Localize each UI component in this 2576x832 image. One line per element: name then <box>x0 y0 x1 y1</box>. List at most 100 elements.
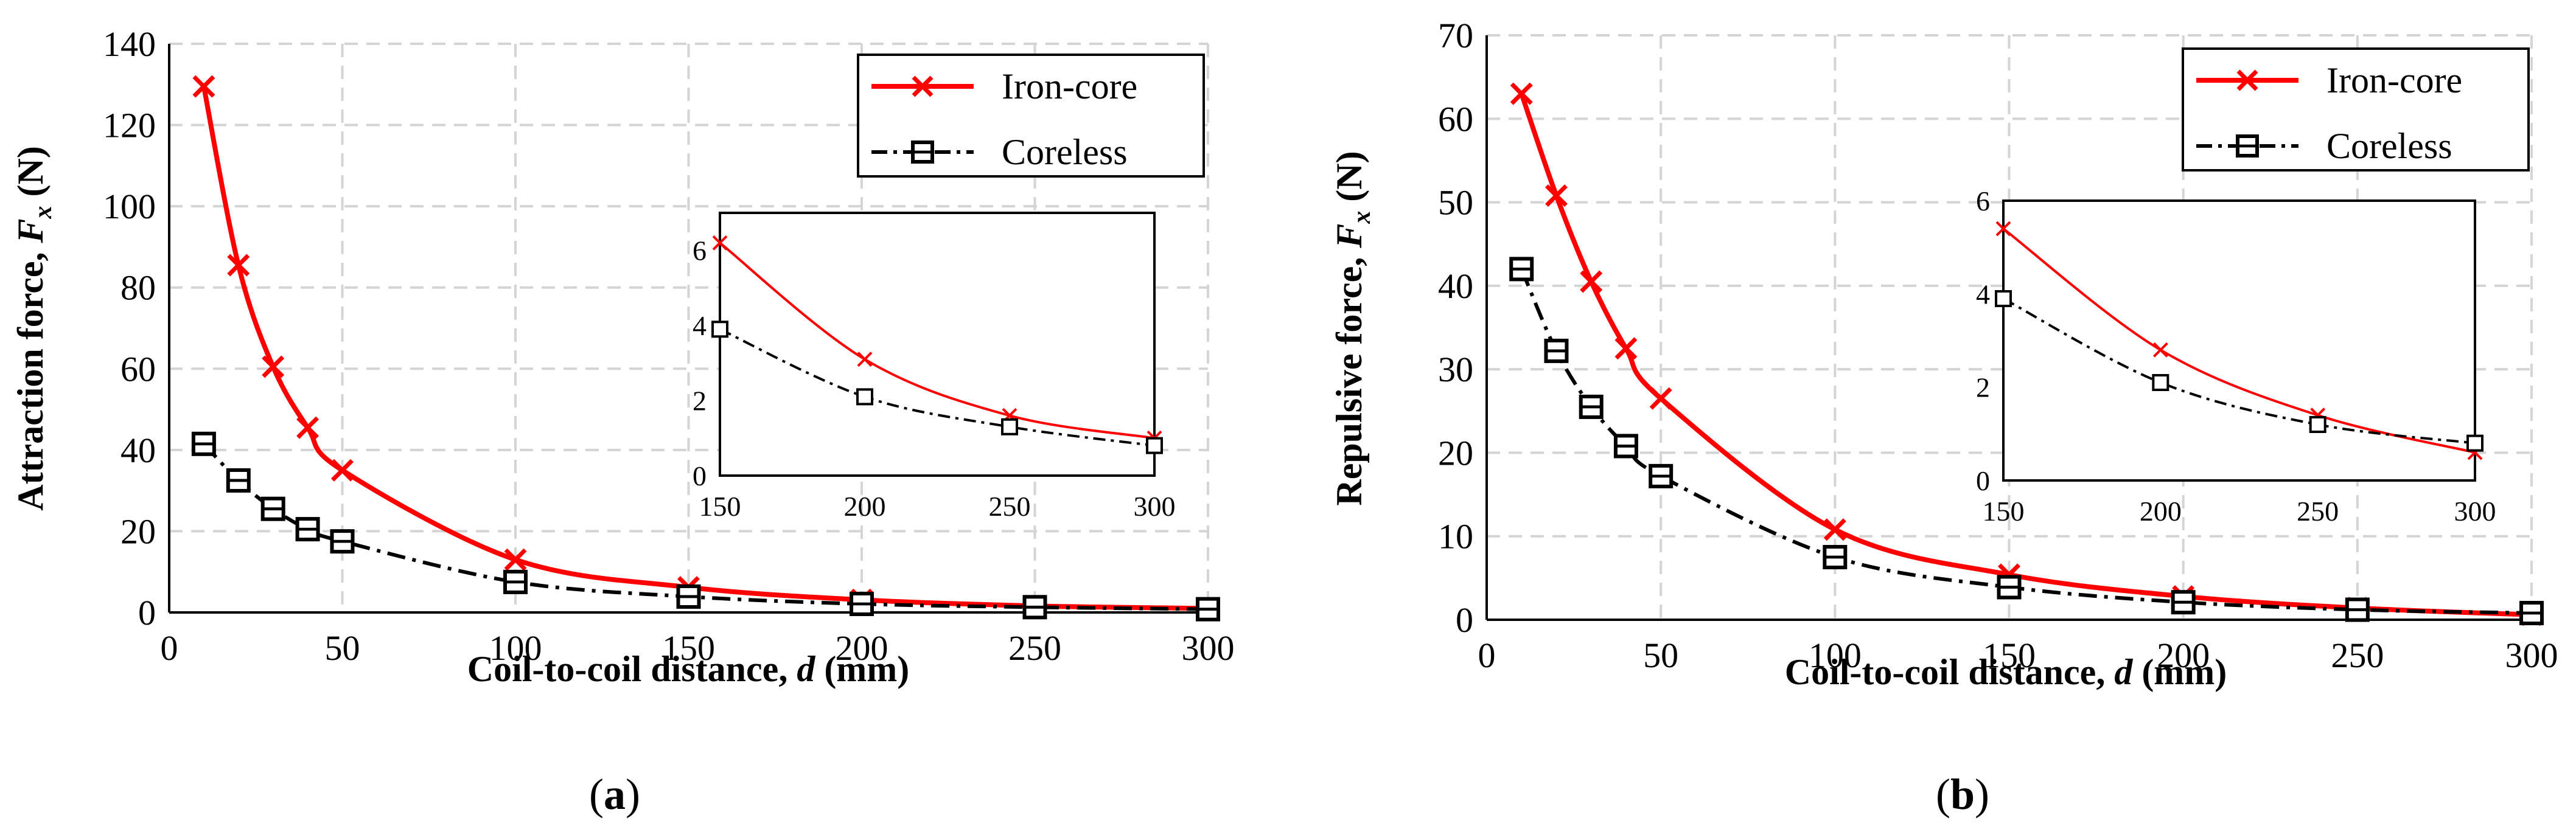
x-axis-title-unit: (mm) <box>815 649 909 689</box>
inset-y-tick-label: 0 <box>693 460 707 491</box>
y-axis-title-unit: (N) <box>10 146 51 206</box>
x-axis-title: Coil-to-coil distance, d (mm) <box>467 649 910 689</box>
inset-y-tick-label: 4 <box>693 310 707 341</box>
x-axis-title-var: d <box>797 649 815 689</box>
inset-x-tick-label: 250 <box>989 491 1031 522</box>
x-tick-label: 300 <box>1182 628 1235 668</box>
data-point-coreless <box>1823 545 1848 570</box>
data-point-iron-core <box>262 355 285 378</box>
y-tick-label: 40 <box>1438 266 1473 306</box>
data-point-iron-core <box>227 254 250 277</box>
chart-panel-b: 0 50 100 150 200 250 300010203040506070Iron-co… <box>1329 16 2558 819</box>
inset-frame <box>2002 199 2476 482</box>
data-point-coreless <box>260 496 285 521</box>
legend-label-iron-core: Iron-core <box>1002 66 1137 106</box>
inset-data-point-coreless <box>1995 290 2012 307</box>
data-point-iron-core <box>1823 518 1846 541</box>
inset-data-point-coreless <box>711 321 728 338</box>
y-axis-title-var: F <box>10 218 51 243</box>
y-axis-title: Repulsive force, Fx (N) <box>1329 151 1376 505</box>
legend-marker-coreless <box>2236 134 2259 158</box>
legend-marker-iron-core <box>912 75 934 97</box>
x-tick-label: 100 <box>1809 636 1862 675</box>
y-axis-title-sub: x <box>1348 211 1376 224</box>
x-tick-label: 0 <box>1478 636 1496 675</box>
data-point-coreless <box>2171 590 2196 615</box>
inset-data-point-iron-core <box>1995 221 2011 237</box>
y-tick-label: 10 <box>1438 517 1473 556</box>
x-tick-label: 100 <box>489 628 542 668</box>
data-point-coreless <box>503 569 528 594</box>
y-axis-title-prefix: Repulsive force, <box>1329 248 1369 506</box>
data-point-coreless <box>226 468 251 493</box>
panel-letter: a <box>604 770 626 819</box>
legend-label-coreless: Coreless <box>1002 132 1128 172</box>
inset-x-tick-label: 150 <box>699 491 741 522</box>
inset-data-point-coreless <box>1146 437 1163 454</box>
data-point-coreless <box>1544 338 1569 363</box>
data-point-iron-core <box>192 75 215 98</box>
x-axis-title-prefix: Coil-to-coil distance, <box>467 649 797 689</box>
data-point-iron-core <box>1510 82 1533 105</box>
series-line-coreless <box>1520 268 2532 615</box>
data-point-coreless <box>2345 597 2370 622</box>
legend-marker-coreless <box>911 140 934 164</box>
y-axis-title-prefix: Attraction force, <box>10 243 51 510</box>
inset-y-tick-label: 2 <box>1976 372 1990 403</box>
legend-label-iron-core: Iron-core <box>2326 60 2462 100</box>
panel-letter: b <box>1950 770 1975 819</box>
data-point-coreless <box>1997 575 2022 600</box>
inset-x-tick-label: 150 <box>1983 496 2025 527</box>
inset-series-line-coreless <box>2003 297 2476 445</box>
inset-y-tick-label: 6 <box>1976 185 1990 217</box>
x-tick-label: 200 <box>2157 636 2210 675</box>
y-tick-label: 60 <box>1438 99 1473 139</box>
x-tick-label: 250 <box>1008 628 1061 668</box>
legend-marker-iron-core <box>2236 69 2258 91</box>
data-point-iron-core <box>1580 270 1603 293</box>
y-tick-label: 20 <box>1438 433 1473 473</box>
data-point-coreless <box>1196 597 1220 622</box>
data-point-iron-core <box>1649 387 1672 410</box>
data-point-coreless <box>191 431 216 456</box>
inset-data-point-iron-core <box>857 352 873 367</box>
legend: Iron-core Coreless <box>857 54 1205 178</box>
data-point-coreless <box>1613 434 1638 459</box>
data-point-coreless <box>850 591 874 616</box>
y-tick-label: 80 <box>120 268 156 308</box>
inset-x-tick-label: 250 <box>2297 496 2339 527</box>
legend: Iron-core Coreless <box>2182 47 2530 172</box>
data-point-coreless <box>330 529 355 554</box>
y-tick-label: 50 <box>1438 183 1473 223</box>
data-point-coreless <box>1649 463 1674 488</box>
y-tick-label: 140 <box>103 24 156 64</box>
y-tick-label: 0 <box>1456 600 1473 640</box>
inset-chart: 150 200 250 300 0 2 4 6 <box>693 212 1176 522</box>
inset-chart: 150 200 250 300 0 2 4 6 <box>1976 185 2496 527</box>
y-axis-title-unit: (N) <box>1329 151 1369 210</box>
x-tick-label: 150 <box>662 628 715 668</box>
data-point-coreless <box>2519 601 2544 626</box>
x-tick-label: 200 <box>836 628 888 668</box>
inset-y-tick-label: 0 <box>1976 465 1990 496</box>
inset-data-point-iron-core <box>2152 342 2168 358</box>
y-tick-label: 70 <box>1438 16 1473 55</box>
inset-y-tick-label: 2 <box>693 386 707 417</box>
y-tick-label: 100 <box>103 187 156 226</box>
inset-data-point-coreless <box>1001 418 1018 435</box>
x-tick-label: 250 <box>2331 636 2384 675</box>
x-tick-label: 0 <box>161 628 178 668</box>
data-point-iron-core <box>331 459 354 482</box>
y-tick-label: 30 <box>1438 350 1473 389</box>
y-tick-label: 60 <box>120 349 156 389</box>
inset-y-tick-label: 4 <box>1976 279 1990 310</box>
inset-x-tick-label: 300 <box>1134 491 1176 522</box>
y-tick-label: 20 <box>120 511 156 551</box>
series-line-iron-core <box>201 86 1209 611</box>
x-axis-title-prefix: Coil-to-coil distance, <box>1785 652 2115 692</box>
inset-data-point-coreless <box>2309 416 2326 433</box>
x-tick-label: 50 <box>325 628 360 668</box>
data-point-iron-core <box>504 548 527 571</box>
y-axis-title: Attraction force, Fx (N) <box>10 146 57 511</box>
